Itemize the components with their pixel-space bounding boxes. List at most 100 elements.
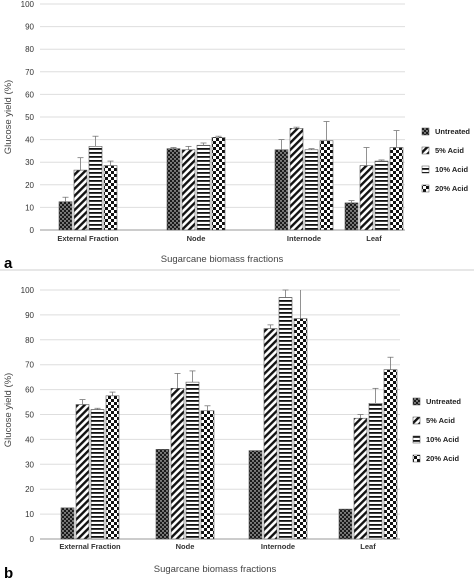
panel-a-y-ticks: 0 10 20 30 40 50 60 70 80 90 100 [21, 0, 35, 235]
y-tick-label-10: 10 [25, 203, 34, 212]
panel-a-legend: Untreated 5% Acid 10% Acid 20% Acid [421, 127, 470, 193]
error-bar-b-20pct-acid-external-fraction [109, 391, 116, 396]
legend-item-20pct-acid: 20% Acid [412, 454, 459, 463]
bar-a-10pct-acid-internode [304, 149, 319, 231]
category-label-external-fraction: External Fraction [57, 234, 119, 243]
bar-a-20pct-acid-node [211, 137, 226, 231]
error-bar-a-10pct-acid-internode [308, 148, 315, 150]
y-tick-label-70: 70 [25, 68, 34, 77]
panel-b-legend: Untreated 5% Acid 10% Acid 20% Acid [412, 397, 461, 463]
category-label-internode: Internode [287, 234, 321, 243]
y-tick-label-90: 90 [25, 23, 34, 32]
legend-label-10pct-acid: 10% Acid [426, 435, 459, 444]
y-tick-label-0: 0 [30, 226, 35, 235]
bar-b-untreated-internode [248, 450, 263, 540]
legend-item-untreated: Untreated [421, 127, 470, 136]
y-tick-label-20: 20 [25, 181, 34, 190]
legend-item-5pct-acid: 5% Acid [421, 146, 464, 155]
bar-a-5pct-acid-leaf [359, 165, 374, 231]
y-tick-label-80: 80 [25, 336, 34, 345]
category-label-external-fraction: External Fraction [59, 542, 121, 551]
y-tick-label-100: 100 [21, 286, 35, 295]
y-tick-label-30: 30 [25, 158, 34, 167]
bar-b-untreated-external-fraction [60, 507, 75, 540]
error-bar-a-20pct-acid-internode [323, 121, 330, 141]
bar-a-20pct-acid-internode [319, 140, 334, 231]
legend-swatch-untreated [421, 127, 430, 136]
bar-a-20pct-acid-external-fraction [103, 165, 118, 231]
bar-a-10pct-acid-node [196, 144, 211, 231]
error-bar-a-20pct-acid-external-fraction [107, 160, 114, 166]
error-bar-a-untreated-leaf [348, 200, 355, 203]
error-bar-b-10pct-acid-internode [282, 289, 289, 298]
panel-b-y-axis-label: Glucose yield (%) [3, 373, 14, 447]
bar-b-20pct-acid-node [200, 410, 215, 540]
bar-b-20pct-acid-external-fraction [105, 395, 120, 540]
error-bar-b-5pct-acid-node [174, 373, 181, 389]
chart-panel-a: Glucose yield (%) Sugarcane biomass frac… [0, 0, 474, 272]
bar-a-10pct-acid-external-fraction [88, 146, 103, 231]
legend-item-10pct-acid: 10% Acid [421, 165, 468, 174]
error-bar-a-untreated-internode [278, 139, 285, 150]
bar-b-10pct-acid-leaf [368, 402, 383, 540]
y-tick-label-100: 100 [21, 0, 35, 9]
panel-b-x-axis-label: Sugarcane biomass fractions [154, 564, 277, 575]
panel-b-category-labels: External Fraction Node Internode Leaf [59, 542, 376, 551]
bar-a-untreated-external-fraction [58, 201, 73, 231]
panel-a-y-axis-label: Glucose yield (%) [3, 80, 14, 154]
error-bar-b-5pct-acid-internode [267, 324, 274, 329]
panel-b-y-ticks: 0 10 20 30 40 50 60 70 80 90 100 [21, 286, 35, 544]
bar-a-untreated-internode [274, 149, 289, 231]
bar-b-untreated-leaf [338, 508, 353, 540]
category-label-leaf: Leaf [360, 542, 376, 551]
legend-swatch-5pct-acid [421, 146, 430, 155]
bar-a-10pct-acid-leaf [374, 160, 389, 231]
error-bar-a-20pct-acid-leaf [393, 130, 400, 148]
error-bar-a-10pct-acid-node [200, 142, 207, 146]
error-bar-a-5pct-acid-internode [293, 126, 300, 129]
legend-swatch-10pct-acid [412, 435, 421, 444]
error-bar-b-20pct-acid-leaf [387, 356, 394, 370]
error-bar-a-5pct-acid-external-fraction [77, 157, 84, 171]
panel-a-category-labels: External Fraction Node Internode Leaf [57, 234, 382, 243]
bar-a-5pct-acid-external-fraction [73, 169, 88, 231]
error-bar-b-5pct-acid-leaf [357, 414, 364, 419]
error-bar-a-10pct-acid-external-fraction [92, 135, 99, 147]
legend-label-untreated: Untreated [426, 397, 461, 406]
bar-b-10pct-acid-node [185, 381, 200, 540]
bar-a-untreated-leaf [344, 202, 359, 231]
category-label-node: Node [176, 542, 195, 551]
bar-b-10pct-acid-internode [278, 297, 293, 540]
legend-swatch-10pct-acid [421, 165, 430, 174]
legend-item-untreated: Untreated [412, 397, 461, 406]
error-bar-a-5pct-acid-leaf [363, 147, 370, 166]
legend-item-5pct-acid: 5% Acid [412, 416, 455, 425]
legend-item-10pct-acid: 10% Acid [412, 435, 459, 444]
chart-panel-b: Glucose yield (%) Sugarcane biomass frac… [3, 286, 461, 580]
category-label-leaf: Leaf [366, 234, 382, 243]
bar-b-10pct-acid-external-fraction [90, 409, 105, 540]
bar-b-5pct-acid-internode [263, 328, 278, 540]
category-label-internode: Internode [261, 542, 295, 551]
legend-swatch-20pct-acid [412, 454, 421, 463]
y-tick-label-50: 50 [25, 411, 34, 420]
panel-b-bars [60, 297, 398, 540]
legend-item-20pct-acid: 20% Acid [421, 184, 468, 193]
y-tick-label-0: 0 [30, 535, 35, 544]
bar-b-20pct-acid-leaf [383, 369, 398, 540]
panel-a-bars [58, 128, 404, 231]
error-bar-a-untreated-node [170, 147, 177, 149]
legend-swatch-20pct-acid [421, 184, 430, 193]
y-tick-label-40: 40 [25, 435, 34, 444]
bar-b-untreated-node [155, 449, 170, 540]
panel-a-error-bars [62, 121, 400, 203]
bar-b-5pct-acid-external-fraction [75, 404, 90, 540]
bar-b-5pct-acid-leaf [353, 417, 368, 540]
bar-a-untreated-node [166, 148, 181, 231]
error-bar-a-10pct-acid-leaf [378, 159, 385, 162]
bar-b-5pct-acid-node [170, 388, 185, 540]
error-bar-b-10pct-acid-node [189, 370, 196, 383]
legend-label-5pct-acid: 5% Acid [426, 416, 455, 425]
bar-a-5pct-acid-node [181, 149, 196, 231]
error-bar-b-10pct-acid-external-fraction [94, 407, 101, 410]
